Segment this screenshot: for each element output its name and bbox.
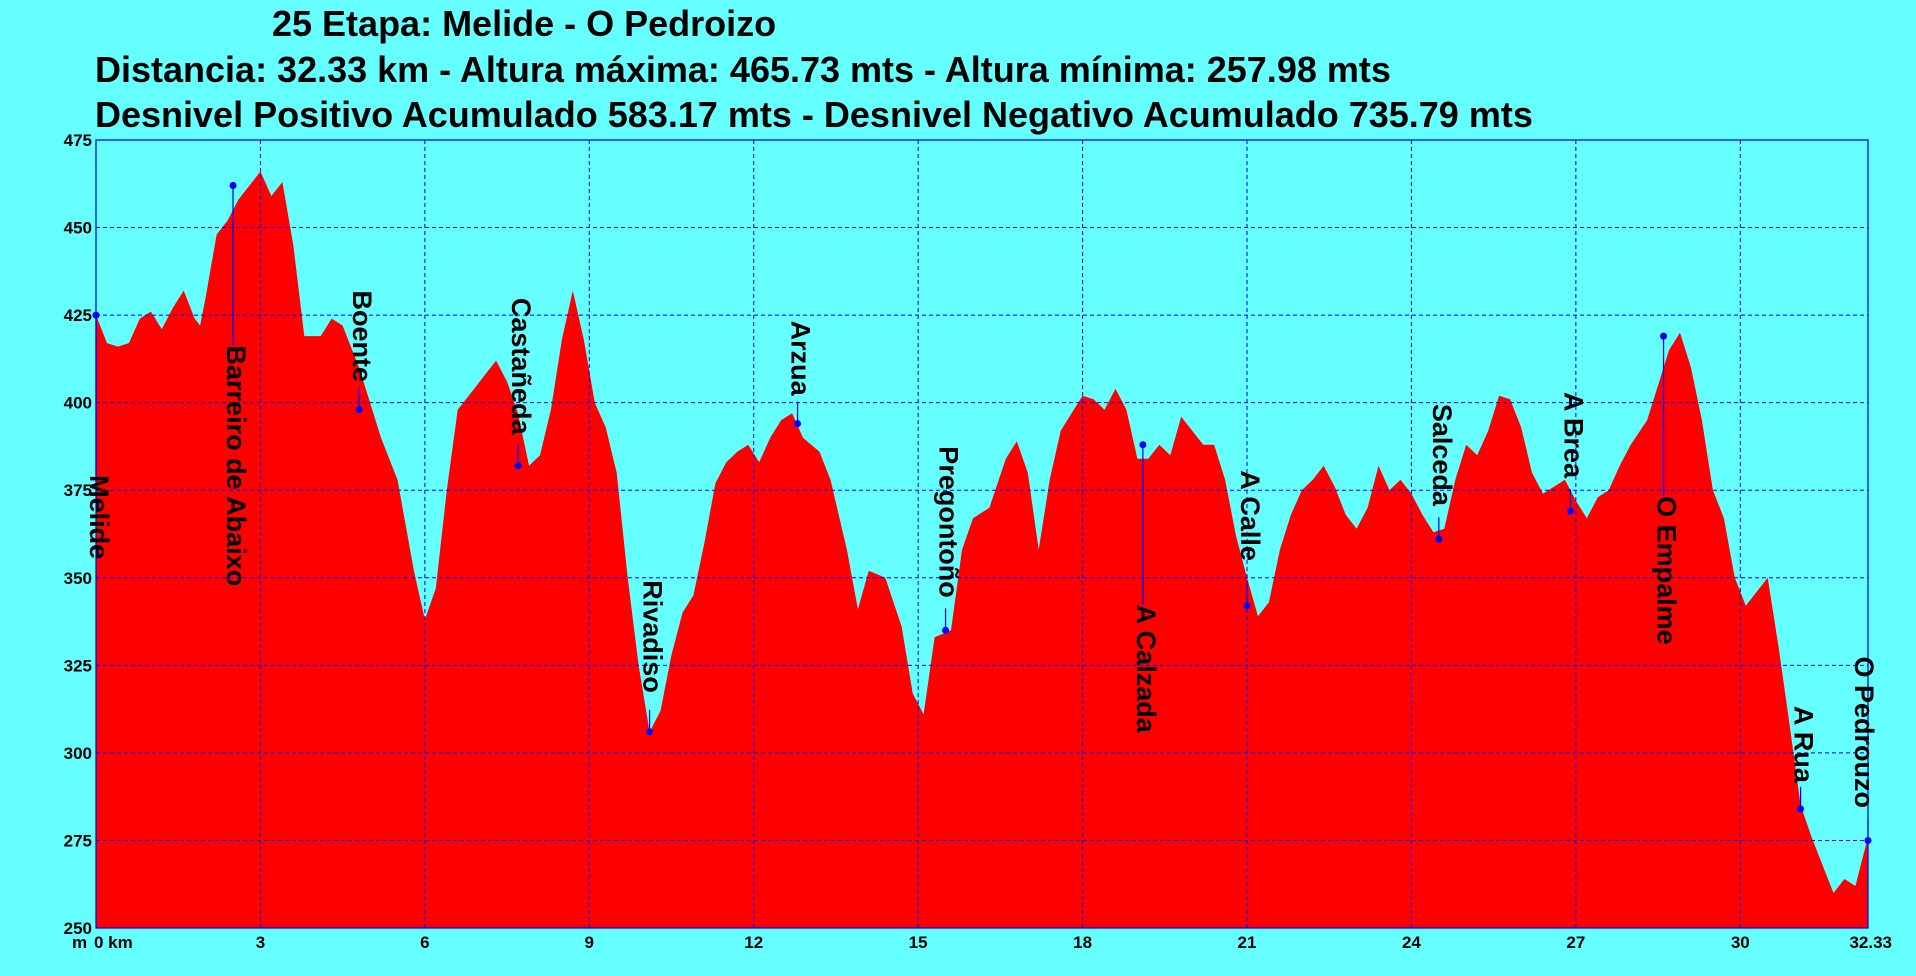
waypoint-marker [1566,507,1574,515]
y-tick-label: 375 [64,481,92,500]
x-tick-label: 3 [256,933,265,952]
waypoint-label: Pregontoño [934,446,964,597]
x-tick-label: 12 [744,933,763,952]
waypoint-label: Rivadiso [638,580,668,693]
chart-subtitle-distance: Distancia: 32.33 km - Altura máxima: 465… [95,49,1391,90]
x-tick-label: 30 [1731,933,1750,952]
x-unit-label: m [72,933,87,952]
y-tick-label: 250 [64,919,92,938]
waypoint-label: Arzua [786,321,816,397]
y-tick-label: 450 [64,219,92,238]
x-tick-label: 32.33 [1849,933,1892,952]
chart-title: 25 Etapa: Melide - O Pedroizo [272,3,777,44]
waypoint-label: A Rua [1789,706,1819,784]
x-tick-label: 9 [585,933,594,952]
waypoint-label: A Calzada [1131,605,1161,734]
y-tick-label: 350 [64,569,92,588]
y-tick-label: 275 [64,831,92,850]
x-tick-label: 21 [1238,933,1257,952]
waypoint-marker [1797,805,1805,813]
waypoint-label: Melide [84,475,114,559]
waypoint-marker [1435,535,1443,543]
waypoint-marker [1864,836,1872,844]
waypoint-marker [355,406,363,414]
waypoint-marker [794,420,802,428]
y-tick-label: 400 [64,394,92,413]
x-tick-label: 0 km [94,933,133,952]
waypoint-marker [1660,332,1668,340]
y-tick-label: 325 [64,656,92,675]
waypoint-marker [1243,602,1251,610]
waypoint-label: O Empalme [1652,496,1682,645]
waypoint-marker [229,182,237,190]
x-tick-label: 18 [1073,933,1092,952]
waypoint-marker [514,462,522,470]
waypoint-label: Barreiro de Abaixo [221,346,251,587]
plot-frame [95,139,1869,929]
elevation-area [96,171,1868,928]
waypoint-label: Boente [347,290,377,382]
waypoint-marker [1139,441,1147,449]
waypoint-label: A Brea [1558,392,1588,479]
waypoint-label: O Pedrouzo [1849,656,1879,808]
x-tick-label: 27 [1566,933,1585,952]
x-tick-label: 15 [909,933,928,952]
chart-subtitle-elevation: Desnivel Positivo Acumulado 583.17 mts -… [95,94,1533,135]
waypoint-label: Salceda [1427,404,1457,507]
y-tick-label: 425 [64,306,92,325]
waypoint-marker [646,728,654,736]
waypoint-label: Castañeda [506,298,536,436]
waypoint-label: A Calle [1235,470,1265,561]
x-tick-label: 6 [420,933,429,952]
y-tick-label: 300 [64,744,92,763]
waypoint-marker [942,626,950,634]
y-tick-label: 475 [64,131,92,150]
x-tick-label: 24 [1402,933,1421,952]
waypoint-marker [92,311,100,319]
